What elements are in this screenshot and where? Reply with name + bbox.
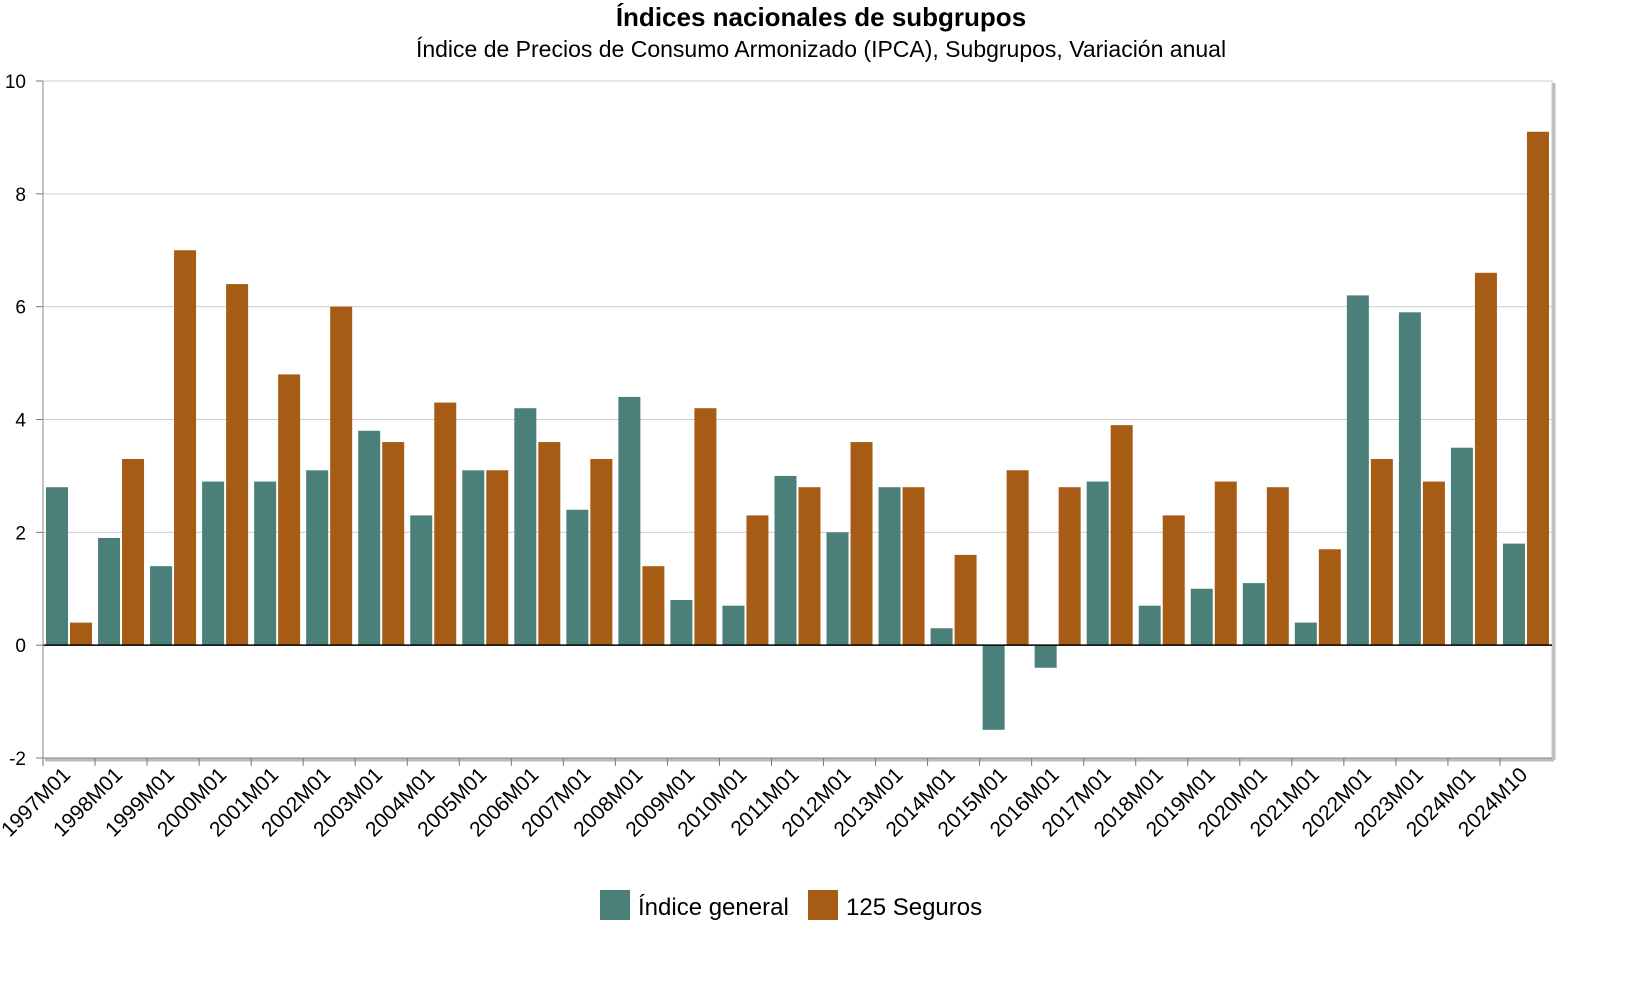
bar-indice-general-2016M01 [1034,645,1057,668]
bar-seguros-2022M01 [1370,458,1393,646]
bar-indice-general-2014M01 [930,628,953,646]
bar-indice-general-2012M01 [826,532,849,646]
bar-seguros-2015M01 [1006,470,1029,646]
legend-label: 125 Seguros [846,894,982,921]
bar-indice-general-2002M01 [306,470,329,646]
legend: Índice general 125 Seguros [600,890,982,921]
bar-seguros-1999M01 [174,250,197,646]
chart-title: Índices nacionales de subgrupos [615,2,1027,32]
bar-indice-general-2023M01 [1398,312,1421,646]
bar-seguros-2005M01 [486,470,509,646]
y-tick-label: 10 [5,72,26,93]
bar-indice-general-2022M01 [1346,295,1369,646]
bar-indice-general-2000M01 [202,481,225,646]
bar-seguros-2002M01 [330,306,353,646]
bar-indice-general-1999M01 [150,566,173,646]
bar-indice-general-2021M01 [1294,622,1317,646]
bar-seguros-2019M01 [1214,481,1237,646]
y-tick-label: 6 [15,298,26,319]
bars-layer [46,131,1549,730]
chart-subtitle: Índice de Precios de Consumo Armonizado … [415,36,1227,62]
y-tick-label: -2 [9,749,26,770]
bar-indice-general-2024M10 [1502,543,1525,646]
legend-swatch [808,890,838,920]
bar-seguros-2020M01 [1266,487,1289,646]
bar-indice-general-2009M01 [670,600,693,646]
bar-indice-general-2010M01 [722,605,745,646]
bar-seguros-1997M01 [70,622,92,646]
bar-indice-general-2004M01 [410,515,433,646]
bar-indice-general-1998M01 [98,537,121,646]
bar-seguros-2008M01 [642,566,665,646]
bar-seguros-1998M01 [122,458,145,646]
legend-item-indice-general: Índice general [600,890,789,921]
y-tick-label: 4 [15,411,26,432]
bar-indice-general-2019M01 [1190,588,1213,646]
bar-seguros-2018M01 [1162,515,1185,646]
bar-seguros-2000M01 [226,284,249,646]
bar-seguros-2012M01 [850,442,873,646]
bar-seguros-2006M01 [538,442,561,646]
bar-indice-general-2017M01 [1086,481,1109,646]
bar-indice-general-2005M01 [462,470,485,646]
bar-seguros-2024M01 [1474,272,1497,646]
bar-indice-general-2001M01 [254,481,277,646]
bar-seguros-2014M01 [954,554,977,646]
legend-item-seguros: 125 Seguros [808,890,982,921]
bar-seguros-2024M10 [1526,131,1549,646]
legend-swatch [600,890,630,920]
bar-seguros-2003M01 [382,442,405,646]
bar-indice-general-1997M01 [46,487,68,646]
bar-seguros-2021M01 [1318,549,1341,646]
bar-seguros-2017M01 [1110,425,1133,646]
bar-seguros-2001M01 [278,374,301,646]
y-tick-label: 0 [15,636,26,657]
bar-indice-general-2024M01 [1450,447,1473,646]
bar-indice-general-2018M01 [1138,605,1161,646]
bar-seguros-2023M01 [1422,481,1445,646]
bar-seguros-2009M01 [694,408,717,646]
bar-indice-general-2008M01 [618,396,641,646]
bar-indice-general-2003M01 [358,430,381,646]
bar-indice-general-2006M01 [514,408,537,646]
bar-seguros-2011M01 [798,487,821,646]
bar-indice-general-2020M01 [1242,583,1265,646]
bar-seguros-2013M01 [902,487,925,646]
y-tick-label: 8 [15,185,26,206]
bar-seguros-2010M01 [746,515,769,646]
bar-seguros-2004M01 [434,402,457,646]
bar-indice-general-2007M01 [566,509,589,646]
bar-indice-general-2011M01 [774,475,797,646]
legend-label: Índice general [638,894,789,921]
bar-indice-general-2013M01 [878,487,901,646]
grid-layer [42,80,1556,762]
bar-indice-general-2015M01 [982,645,1005,730]
bar-seguros-2016M01 [1058,487,1081,646]
bar-seguros-2007M01 [590,458,613,646]
y-tick-label: 2 [15,523,26,544]
